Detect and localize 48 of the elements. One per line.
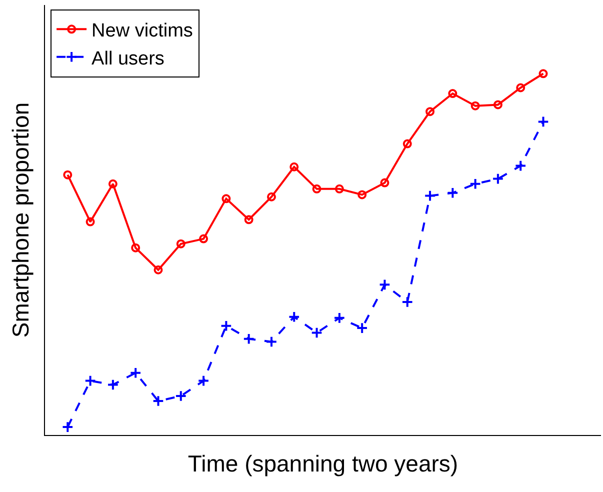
legend-label: All users bbox=[92, 48, 164, 70]
point bbox=[266, 192, 276, 202]
point bbox=[424, 190, 436, 202]
point bbox=[493, 100, 502, 110]
point bbox=[312, 184, 322, 194]
point bbox=[199, 234, 208, 244]
point bbox=[131, 243, 140, 252]
point bbox=[130, 366, 142, 379]
point bbox=[174, 390, 187, 402]
point bbox=[448, 89, 458, 98]
y-axis-title: Smartphone proportion bbox=[7, 102, 34, 338]
point bbox=[108, 179, 118, 188]
point bbox=[288, 310, 300, 323]
point bbox=[242, 332, 255, 345]
legend-label: New victims bbox=[92, 20, 193, 42]
point bbox=[220, 320, 232, 332]
point bbox=[84, 374, 96, 387]
point bbox=[198, 374, 210, 387]
point bbox=[152, 395, 164, 407]
point bbox=[446, 187, 459, 199]
point bbox=[378, 278, 391, 291]
point bbox=[86, 217, 95, 226]
point bbox=[470, 101, 480, 110]
point bbox=[380, 178, 390, 188]
point bbox=[514, 160, 526, 172]
point bbox=[358, 190, 367, 200]
point bbox=[244, 215, 254, 224]
x-axis-title: Time (spanning two years) bbox=[188, 450, 458, 477]
point bbox=[402, 139, 412, 148]
point bbox=[401, 296, 414, 308]
point bbox=[107, 378, 119, 391]
point bbox=[222, 194, 231, 204]
point bbox=[356, 322, 368, 334]
point bbox=[469, 178, 482, 190]
point bbox=[176, 239, 186, 248]
point bbox=[538, 69, 548, 78]
point bbox=[537, 116, 550, 128]
point bbox=[334, 312, 346, 324]
point bbox=[492, 172, 504, 185]
point bbox=[334, 184, 344, 194]
point bbox=[310, 326, 323, 339]
point bbox=[426, 107, 435, 116]
point bbox=[63, 170, 72, 180]
point bbox=[290, 162, 299, 172]
point bbox=[266, 336, 278, 348]
point bbox=[516, 83, 526, 92]
point bbox=[154, 265, 163, 274]
point bbox=[62, 421, 74, 433]
